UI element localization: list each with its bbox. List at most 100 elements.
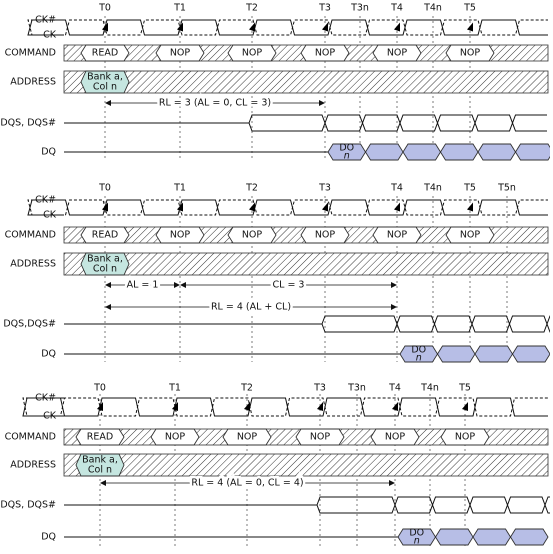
time-label: T5 — [463, 183, 476, 194]
address-label: Col n — [93, 264, 117, 275]
dont-care — [63, 70, 549, 94]
data-box — [511, 345, 550, 363]
time-label: T1 — [168, 383, 181, 394]
time-label: T5 — [458, 383, 471, 394]
dont-care — [63, 252, 549, 276]
time-label: T2 — [240, 383, 253, 394]
signal-label: DQ — [41, 349, 56, 360]
time-label: T1 — [173, 3, 186, 14]
command-label: READ — [92, 48, 118, 59]
command-box — [300, 226, 350, 244]
command-box — [227, 226, 277, 244]
data-box — [509, 528, 549, 546]
command-box — [150, 428, 200, 446]
edge-arrow — [244, 402, 250, 411]
command-box — [372, 226, 422, 244]
edge-arrow — [392, 402, 398, 411]
data-box — [436, 345, 476, 363]
edge-arrow — [394, 202, 400, 212]
command-box — [80, 44, 130, 62]
command-box — [155, 226, 205, 244]
data-label: n — [344, 151, 350, 162]
ck-n-wave — [27, 19, 548, 36]
command-label: NOP — [385, 432, 406, 443]
command-label: NOP — [170, 230, 191, 241]
time-label: T0 — [98, 183, 111, 194]
command-box — [295, 428, 345, 446]
time-label: T2 — [245, 183, 258, 194]
latency-label: RL = 4 (AL + CL) — [211, 302, 291, 313]
command-box — [300, 44, 350, 62]
arrow-head — [389, 480, 395, 486]
dqs-n-wave — [248, 114, 547, 132]
address-label: Col n — [93, 82, 117, 93]
data-label: DO — [409, 528, 424, 539]
command-label: NOP — [242, 230, 263, 241]
command-label: NOP — [242, 48, 263, 59]
address-label: Bank a, — [87, 72, 123, 83]
dont-care — [63, 453, 549, 477]
command-label: NOP — [387, 48, 408, 59]
command-box — [440, 428, 490, 446]
ck-n-wave — [27, 199, 548, 216]
address-label: Bank a, — [82, 455, 118, 466]
address-label: Col n — [88, 465, 112, 476]
command-label: NOP — [460, 230, 481, 241]
command-box — [370, 428, 420, 446]
ck-n-wave — [22, 397, 548, 417]
time-label: T2 — [245, 3, 258, 14]
signal-label: ADDRESS — [10, 460, 56, 471]
time-label: T5n — [497, 183, 516, 194]
time-label: T0 — [93, 383, 106, 394]
edge-arrow — [322, 202, 328, 212]
time-label: T4n — [423, 183, 442, 194]
signal-label: COMMAND — [5, 432, 56, 443]
edge-arrow — [102, 202, 108, 212]
signal-label: DQS, DQS# — [0, 500, 56, 511]
command-box — [445, 226, 495, 244]
edge-arrow — [462, 402, 468, 411]
time-label: T3n — [350, 3, 369, 14]
edge-arrow — [172, 402, 178, 411]
command-label: NOP — [460, 48, 481, 59]
edge-arrow — [249, 22, 255, 32]
edge-arrow — [322, 22, 328, 32]
command-box — [155, 44, 205, 62]
data-box — [439, 143, 479, 161]
signal-label: DQ — [41, 147, 56, 158]
command-label: NOP — [237, 432, 258, 443]
time-label: T0 — [98, 3, 111, 14]
signal-label: DQ — [41, 532, 56, 543]
signal-label: DQS,DQS# — [3, 319, 56, 330]
command-label: READ — [87, 432, 113, 443]
command-box — [227, 44, 277, 62]
command-box — [445, 44, 495, 62]
signal-label: COMMAND — [5, 230, 56, 241]
data-box — [477, 143, 517, 161]
latency-label: AL = 1 — [127, 280, 159, 291]
edge-arrow — [102, 22, 108, 32]
data-box — [472, 528, 512, 546]
command-label: NOP — [310, 432, 331, 443]
arrow-head — [174, 282, 180, 288]
time-label: T4 — [390, 3, 403, 14]
time-label: T4 — [390, 183, 403, 194]
ck-wave — [27, 19, 548, 36]
dqs-wave — [64, 496, 550, 514]
command-label: NOP — [170, 48, 191, 59]
edge-arrow — [317, 402, 323, 411]
command-box — [80, 226, 130, 244]
command-label: NOP — [165, 432, 186, 443]
latency-label: RL = 4 (AL = 0, CL = 4) — [191, 478, 303, 489]
arrow-head — [105, 282, 111, 288]
edge-arrow — [467, 202, 473, 212]
command-label: NOP — [387, 230, 408, 241]
signal-label: ADDRESS — [10, 259, 56, 270]
edge-arrow — [97, 402, 103, 411]
time-label: T1 — [173, 183, 186, 194]
data-label: DO — [411, 345, 426, 356]
arrow-head — [319, 100, 325, 106]
arrow-head — [100, 480, 106, 486]
signal-label: COMMAND — [5, 48, 56, 59]
